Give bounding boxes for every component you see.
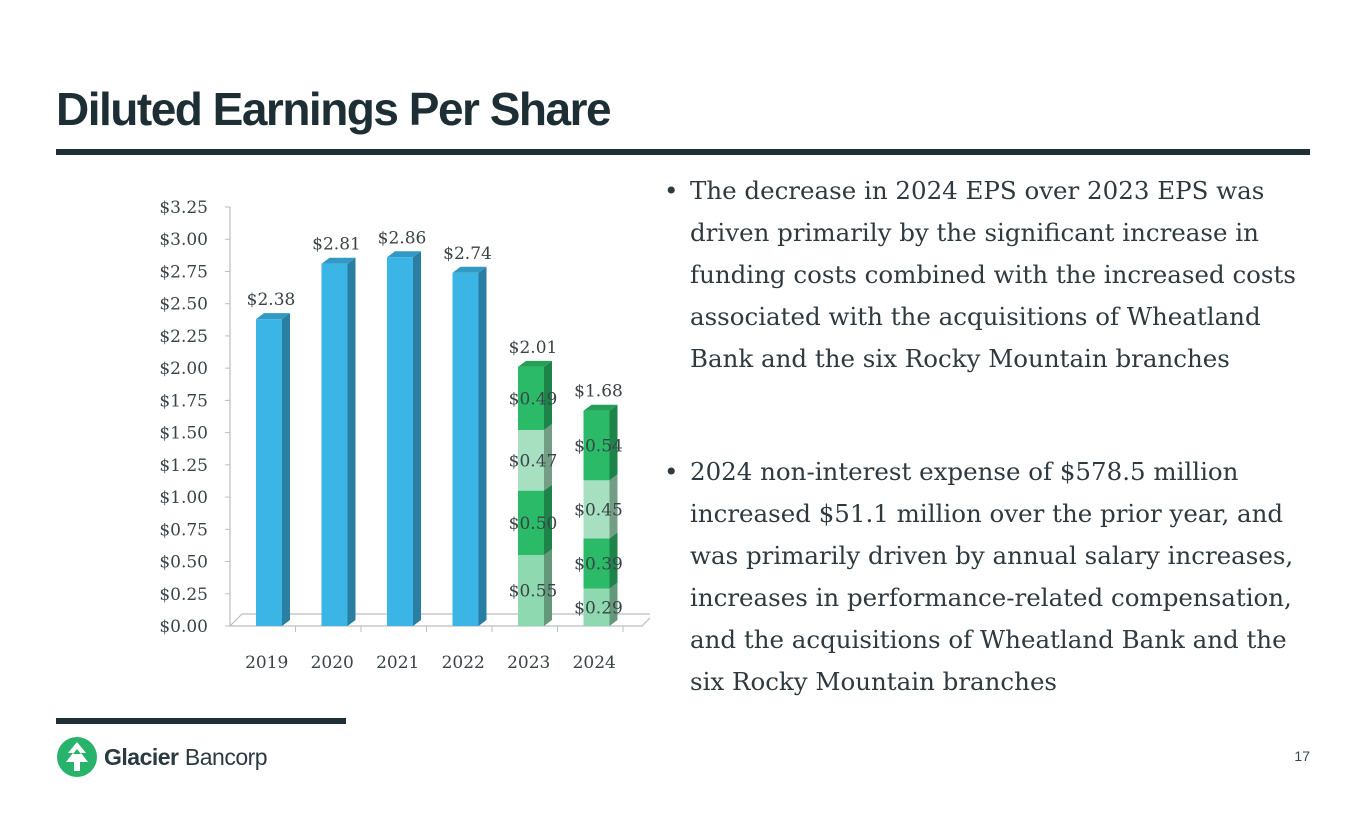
annual-bar-top [387, 251, 421, 258]
bar-data-label: $2.81 [312, 235, 361, 255]
segment-data-label: $0.45 [574, 500, 623, 520]
glacier-tree-icon [57, 737, 97, 777]
x-tick-label: 2024 [573, 653, 616, 673]
stacked-segment-side [609, 582, 618, 626]
bar-data-label: $2.38 [247, 290, 296, 310]
annual-bar-top [452, 266, 487, 273]
stacked-segment-side [609, 474, 618, 539]
title-divider [56, 149, 1310, 155]
bar-data-label: $2.86 [378, 228, 427, 248]
total-data-label: $2.01 [509, 338, 558, 358]
y-tick-label: $3.25 [159, 198, 208, 218]
y-tick-label: $0.25 [159, 585, 208, 605]
stacked-segment-side [544, 549, 552, 626]
stacked-segment [583, 480, 610, 539]
segment-data-label: $0.55 [509, 582, 558, 602]
bullet-text-2: 2024 non-interest expense of $578.5 mill… [690, 457, 1294, 696]
y-tick-label: $1.75 [159, 391, 208, 411]
segment-data-label: $0.50 [509, 514, 558, 534]
y-tick-label: $0.50 [159, 553, 208, 573]
annual-bar-top [321, 257, 356, 264]
y-tick-label: $0.00 [159, 617, 208, 637]
y-tick-label: $0.75 [159, 520, 208, 540]
stacked-segment [518, 430, 544, 491]
company-logo: Glacier Bancorp [56, 736, 268, 778]
stacked-bar-top [518, 360, 552, 367]
stacked-segment [518, 490, 544, 556]
bullet-dot: • [664, 176, 679, 205]
bullet-list: • The decrease in 2024 EPS over 2023 EPS… [662, 170, 1322, 703]
stacked-segment [583, 588, 610, 626]
annual-bar-top [256, 313, 290, 320]
page-title: Diluted Earnings Per Share [56, 83, 612, 135]
segment-data-label: $0.49 [509, 389, 558, 409]
annual-bar-side [478, 266, 487, 626]
annual-bar [321, 263, 348, 626]
segment-data-label: $0.39 [574, 554, 623, 574]
annual-bar [256, 319, 282, 626]
footer-divider [56, 718, 346, 724]
y-tick-label: $2.25 [159, 327, 208, 347]
page-number: 17 [1294, 748, 1310, 764]
stacked-segment [583, 410, 610, 481]
eps-bar-chart: $0.00 $0.25 $0.50 $0.75 $1.00 $1.25 $1.50 $1.75… [159, 198, 650, 673]
stacked-segment [518, 366, 544, 431]
y-tick-label: $1.50 [159, 424, 208, 444]
stacked-segment-side [544, 360, 552, 431]
x-tick-label: 2022 [442, 653, 485, 673]
x-tick-label: 2019 [245, 653, 288, 673]
x-tick-label: 2020 [311, 653, 354, 673]
y-tick-label: $3.00 [159, 230, 208, 250]
annual-bar-side [413, 251, 421, 626]
annual-bar [387, 257, 413, 626]
segment-data-label: $0.29 [574, 598, 623, 618]
y-tick-label: $2.50 [159, 295, 208, 315]
x-tick-label: 2021 [376, 653, 419, 673]
annual-bar-side [347, 257, 356, 626]
annual-bar [452, 272, 479, 626]
bullet-dot: • [664, 457, 679, 486]
bullet-text-1: The decrease in 2024 EPS over 2023 EPS w… [690, 176, 1296, 373]
annual-bar-side [282, 313, 290, 626]
x-tick-label: 2023 [507, 653, 550, 673]
y-tick-label: $2.75 [159, 262, 208, 282]
stacked-segment-side [544, 424, 552, 491]
segment-data-label: $0.54 [574, 437, 623, 457]
stacked-segment-side [609, 532, 618, 589]
stacked-segment [583, 538, 610, 589]
y-tick-label: $2.00 [159, 359, 208, 379]
bar-data-label: $2.74 [443, 244, 492, 264]
y-tick-label: $1.00 [159, 488, 208, 508]
total-data-label: $1.68 [574, 382, 623, 402]
bullet-item: • 2024 non-interest expense of $578.5 mi… [662, 451, 1322, 703]
y-tick-label: $1.25 [159, 456, 208, 476]
stacked-bar-top [583, 404, 618, 411]
segment-data-label: $0.47 [509, 451, 558, 471]
bullet-item: • The decrease in 2024 EPS over 2023 EPS… [662, 170, 1322, 380]
stacked-segment-side [609, 404, 618, 481]
logo-wordmark: Glacier Bancorp [104, 743, 268, 770]
stacked-segment [518, 555, 544, 626]
stacked-segment-side [544, 484, 552, 556]
